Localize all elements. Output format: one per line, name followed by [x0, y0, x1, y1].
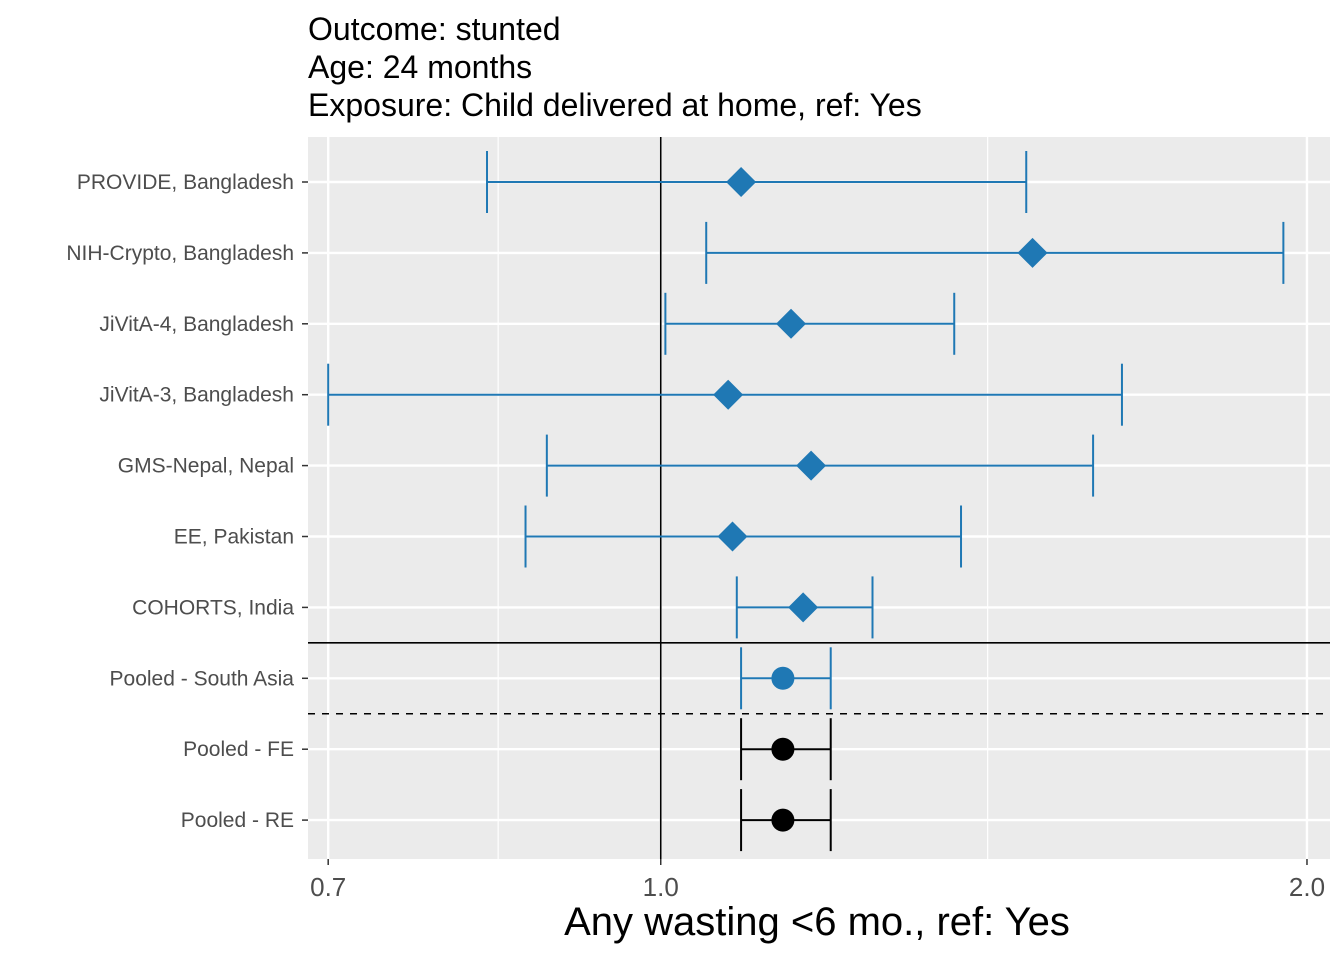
y-tick-label: Pooled - RE: [181, 809, 294, 832]
y-tick-label: GMS-Nepal, Nepal: [118, 455, 294, 478]
y-tick-label: COHORTS, India: [132, 596, 294, 619]
title-line-exposure: Exposure: Child delivered at home, ref: …: [308, 87, 922, 123]
y-axis: PROVIDE, Bangladesh NIH-Crypto, Banglades…: [66, 171, 308, 832]
point-estimate-diamond: [796, 450, 827, 481]
y-tick-label: NIH-Crypto, Bangladesh: [66, 242, 294, 265]
point-estimate-diamond: [717, 521, 748, 552]
y-tick-label: JiVitA-4, Bangladesh: [99, 313, 294, 336]
data-marks: [327, 151, 1285, 852]
x-tick-label: 0.7: [310, 872, 346, 902]
y-tick-label: Pooled - FE: [183, 738, 294, 761]
point-estimate-diamond: [776, 308, 807, 339]
point-estimate-diamond: [1017, 237, 1048, 268]
x-tick-label: 2.0: [1289, 872, 1325, 902]
x-tick-label: 1.0: [643, 872, 679, 902]
title-line-outcome: Outcome: stunted: [308, 11, 561, 47]
y-tick-label: JiVitA-3, Bangladesh: [99, 384, 294, 407]
title-line-age: Age: 24 months: [308, 49, 533, 85]
point-estimate-circle: [771, 808, 795, 832]
x-axis-title: Any wasting <6 mo., ref: Yes: [564, 900, 1070, 944]
point-estimate-diamond: [788, 592, 819, 623]
chart-title: Outcome: stunted Age: 24 months Exposure…: [308, 10, 922, 124]
point-estimate-circle: [771, 737, 795, 761]
point-estimate-diamond: [713, 379, 744, 410]
point-estimate-circle: [771, 666, 795, 690]
reference-lines: [308, 137, 1330, 859]
plot-panel: [308, 137, 1330, 859]
y-tick-label: PROVIDE, Bangladesh: [77, 171, 294, 194]
y-tick-label: EE, Pakistan: [174, 526, 294, 549]
x-axis: 0.7 1.0 2.0: [310, 859, 1325, 902]
point-estimate-diamond: [726, 167, 757, 197]
y-tick-label: Pooled - South Asia: [110, 667, 295, 690]
